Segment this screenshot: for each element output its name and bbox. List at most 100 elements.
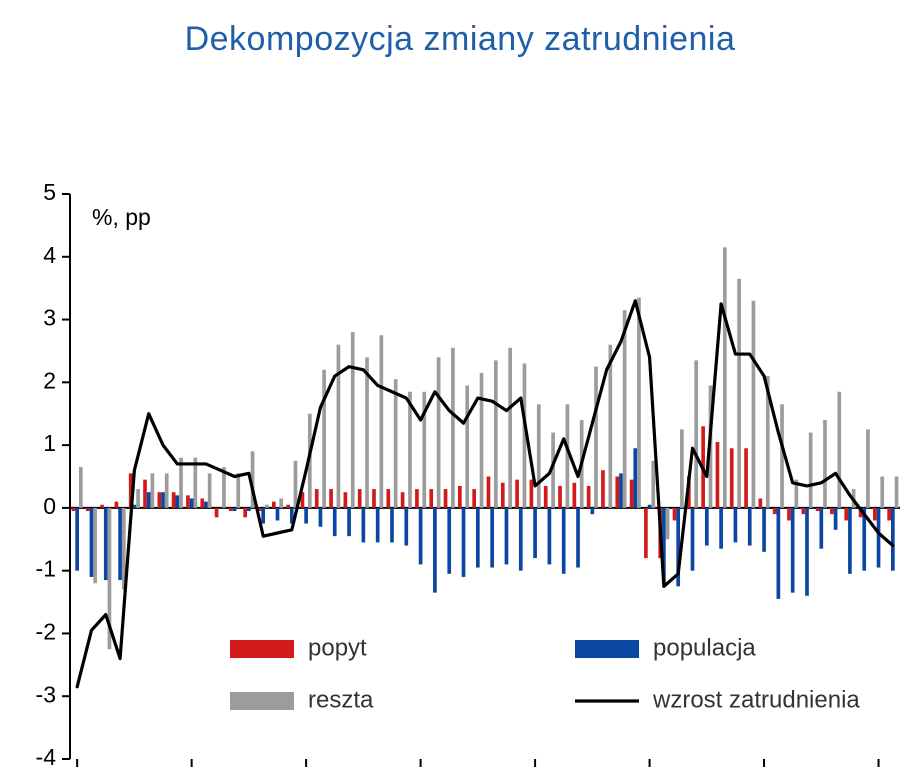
- bar-populacja: [147, 492, 151, 508]
- bar-reszta: [608, 345, 612, 508]
- bar-reszta: [594, 367, 598, 508]
- bar-populacja: [648, 505, 652, 508]
- y-tick-label: 3: [43, 305, 56, 331]
- bar-popyt: [143, 480, 147, 508]
- bar-reszta: [351, 332, 355, 508]
- bar-populacja: [118, 508, 122, 580]
- bar-populacja: [777, 508, 781, 599]
- bar-reszta: [537, 404, 541, 508]
- bar-popyt: [372, 489, 376, 508]
- bar-populacja: [276, 508, 280, 521]
- bar-popyt: [358, 489, 362, 508]
- bar-populacja: [433, 508, 437, 593]
- legend-label-line: wzrost zatrudnienia: [652, 686, 860, 713]
- bar-populacja: [605, 508, 609, 509]
- bar-populacja: [505, 508, 509, 565]
- bar-populacja: [762, 508, 766, 552]
- bar-popyt: [215, 508, 219, 517]
- bar-populacja: [476, 508, 480, 568]
- bar-popyt: [286, 505, 290, 508]
- bar-populacja: [261, 508, 265, 524]
- bar-reszta: [408, 392, 412, 508]
- bar-popyt: [200, 498, 204, 507]
- bar-reszta: [322, 370, 326, 508]
- bar-populacja: [748, 508, 752, 546]
- bar-popyt: [115, 502, 119, 508]
- bar-reszta: [337, 345, 341, 508]
- y-tick-label: 2: [43, 367, 56, 393]
- bar-populacja: [719, 508, 723, 549]
- bar-populacja: [462, 508, 466, 577]
- bar-popyt: [744, 448, 748, 508]
- bar-populacja: [204, 502, 208, 508]
- bar-populacja: [319, 508, 323, 527]
- bar-popyt: [487, 477, 491, 508]
- bar-popyt: [386, 489, 390, 508]
- bar-reszta: [866, 429, 870, 507]
- legend-label-populacja: populacja: [653, 634, 756, 661]
- bar-populacja: [819, 508, 823, 549]
- bar-populacja: [104, 508, 108, 580]
- bar-reszta: [165, 473, 169, 508]
- bar-reszta: [365, 357, 369, 508]
- bar-populacja: [233, 508, 237, 511]
- bar-reszta: [380, 335, 384, 508]
- bar-popyt: [587, 486, 591, 508]
- bar-reszta: [680, 429, 684, 507]
- bar-popyt: [429, 489, 433, 508]
- legend-swatch-populacja: [575, 640, 639, 658]
- bar-popyt: [787, 508, 791, 521]
- bar-popyt: [887, 508, 891, 521]
- bar-reszta: [823, 420, 827, 508]
- y-tick-label: -2: [36, 619, 56, 645]
- bar-populacja: [419, 508, 423, 565]
- bar-popyt: [86, 508, 90, 511]
- bar-reszta: [809, 433, 813, 508]
- bar-populacja: [362, 508, 366, 543]
- bar-populacja: [533, 508, 537, 558]
- bar-popyt: [816, 508, 820, 511]
- bar-populacja: [576, 508, 580, 568]
- bar-popyt: [100, 505, 104, 508]
- bar-reszta: [265, 505, 269, 508]
- bar-populacja: [590, 508, 594, 514]
- bar-popyt: [501, 483, 505, 508]
- bar-popyt: [229, 508, 233, 511]
- legend-swatch-popyt: [230, 640, 294, 658]
- bar-popyt: [558, 486, 562, 508]
- bar-popyt: [716, 442, 720, 508]
- bar-reszta: [737, 279, 741, 508]
- bar-populacja: [390, 508, 394, 543]
- bar-popyt: [444, 489, 448, 508]
- bar-popyt: [157, 492, 161, 508]
- bar-populacja: [691, 508, 695, 571]
- bar-popyt: [515, 480, 519, 508]
- y-tick-label: -1: [36, 556, 56, 582]
- bar-reszta: [694, 360, 698, 508]
- bar-reszta: [294, 461, 298, 508]
- bar-populacja: [447, 508, 451, 574]
- bar-reszta: [208, 473, 212, 508]
- y-tick-label: 1: [43, 430, 56, 456]
- bar-populacja: [404, 508, 408, 546]
- bar-reszta: [651, 461, 655, 508]
- y-tick-label: -3: [36, 681, 56, 707]
- bar-populacja: [218, 508, 222, 509]
- bar-populacja: [619, 473, 623, 508]
- bar-popyt: [172, 492, 176, 508]
- bar-reszta: [780, 404, 784, 508]
- bar-populacja: [161, 492, 165, 508]
- bar-reszta: [637, 298, 641, 508]
- bar-popyt: [415, 489, 419, 508]
- bar-reszta: [880, 477, 884, 508]
- bar-popyt: [615, 477, 619, 508]
- bar-populacja: [877, 508, 881, 568]
- bar-populacja: [304, 508, 308, 524]
- bar-reszta: [437, 357, 441, 508]
- bar-popyt: [544, 486, 548, 508]
- bar-reszta: [151, 473, 155, 508]
- chart-title: Dekompozycja zmiany zatrudnienia: [0, 0, 920, 59]
- bar-reszta: [494, 360, 498, 508]
- line-wzrost-zatrudnienia: [77, 301, 893, 687]
- bar-populacja: [347, 508, 351, 536]
